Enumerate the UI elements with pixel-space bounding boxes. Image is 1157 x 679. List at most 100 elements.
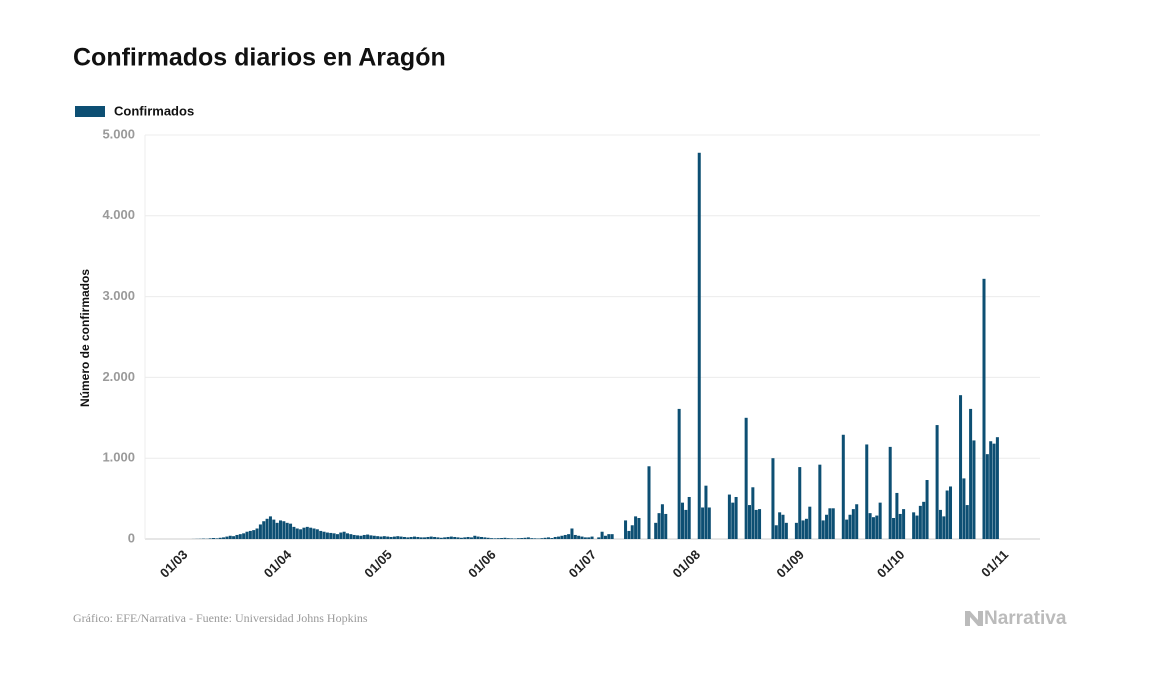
bar [276, 523, 279, 539]
bar [312, 528, 315, 539]
bar [306, 527, 309, 539]
bar [239, 534, 242, 539]
bar [591, 537, 594, 539]
brand-logo: Narrativa [984, 608, 1067, 629]
y-tick-label: 0 [128, 530, 135, 545]
bar [704, 486, 707, 539]
x-tick-label: 01/04 [261, 546, 295, 580]
bar [949, 486, 952, 539]
bar [808, 507, 811, 539]
bar [487, 538, 490, 539]
bar [547, 537, 550, 539]
bar [624, 520, 627, 539]
bar [490, 538, 493, 539]
bar [574, 535, 577, 539]
bar [832, 508, 835, 539]
bar [302, 528, 305, 539]
bar [577, 536, 580, 539]
bar [664, 514, 667, 539]
bar [259, 524, 262, 539]
bar [631, 525, 634, 539]
bar [969, 409, 972, 539]
bar [453, 537, 456, 539]
bar [420, 537, 423, 539]
bar [373, 536, 376, 539]
bar [607, 534, 610, 539]
bar [550, 538, 553, 539]
bar [296, 528, 299, 539]
x-tick-label: 01/07 [566, 547, 600, 581]
bar [249, 531, 252, 539]
bar [272, 520, 275, 539]
bar [269, 516, 272, 539]
x-tick-label: 01/06 [465, 547, 499, 581]
bar [942, 516, 945, 539]
bar [654, 523, 657, 539]
bar [684, 510, 687, 539]
bar [946, 491, 949, 539]
bar [507, 538, 510, 539]
bar [500, 538, 503, 539]
bar [879, 503, 882, 539]
bar [349, 534, 352, 539]
bar [520, 538, 523, 539]
bar [440, 538, 443, 539]
bar [993, 444, 996, 539]
bar [604, 536, 607, 539]
bar [587, 537, 590, 539]
bar [698, 153, 701, 539]
bar [735, 497, 738, 539]
bar [457, 537, 460, 539]
bar [473, 536, 476, 539]
y-tick-label: 3.000 [102, 288, 135, 303]
bar [818, 465, 821, 539]
bar [403, 537, 406, 539]
bar [798, 467, 801, 539]
bar [745, 418, 748, 539]
bar [286, 523, 289, 539]
bar [966, 505, 969, 539]
bar [323, 532, 326, 539]
y-tick-label: 1.000 [102, 450, 135, 465]
bar [339, 533, 342, 539]
bar [416, 537, 419, 539]
bar [889, 447, 892, 539]
bar [852, 509, 855, 539]
bar [406, 537, 409, 539]
y-axis-title: Número de confirmados [78, 269, 92, 407]
bar [534, 538, 537, 539]
bar [460, 538, 463, 539]
bar [235, 535, 238, 539]
bar [982, 279, 985, 539]
bar [570, 528, 573, 539]
x-tick-label: 01/11 [978, 547, 1011, 580]
bar [222, 537, 225, 539]
bar [611, 534, 614, 539]
bar [386, 537, 389, 539]
bar [637, 518, 640, 539]
bar [436, 537, 439, 539]
bar [972, 440, 975, 539]
bar [564, 535, 567, 539]
source-note: Gráfico: EFE/Narrativa - Fuente: Univers… [73, 611, 368, 625]
bar [413, 537, 416, 539]
bar [503, 538, 506, 539]
bar [480, 537, 483, 539]
bar [279, 520, 282, 539]
bar [996, 437, 999, 539]
bar [627, 531, 630, 539]
bar [299, 529, 302, 539]
bar [775, 525, 778, 539]
bar [359, 536, 362, 539]
y-tick-label: 5.000 [102, 126, 135, 141]
bar [557, 537, 560, 539]
x-tick-label: 01/09 [773, 547, 807, 581]
bar [560, 536, 563, 539]
bar [517, 538, 520, 539]
bar [319, 531, 322, 539]
bar [390, 537, 393, 539]
bar [899, 514, 902, 539]
bar [393, 537, 396, 539]
bar [802, 520, 805, 539]
